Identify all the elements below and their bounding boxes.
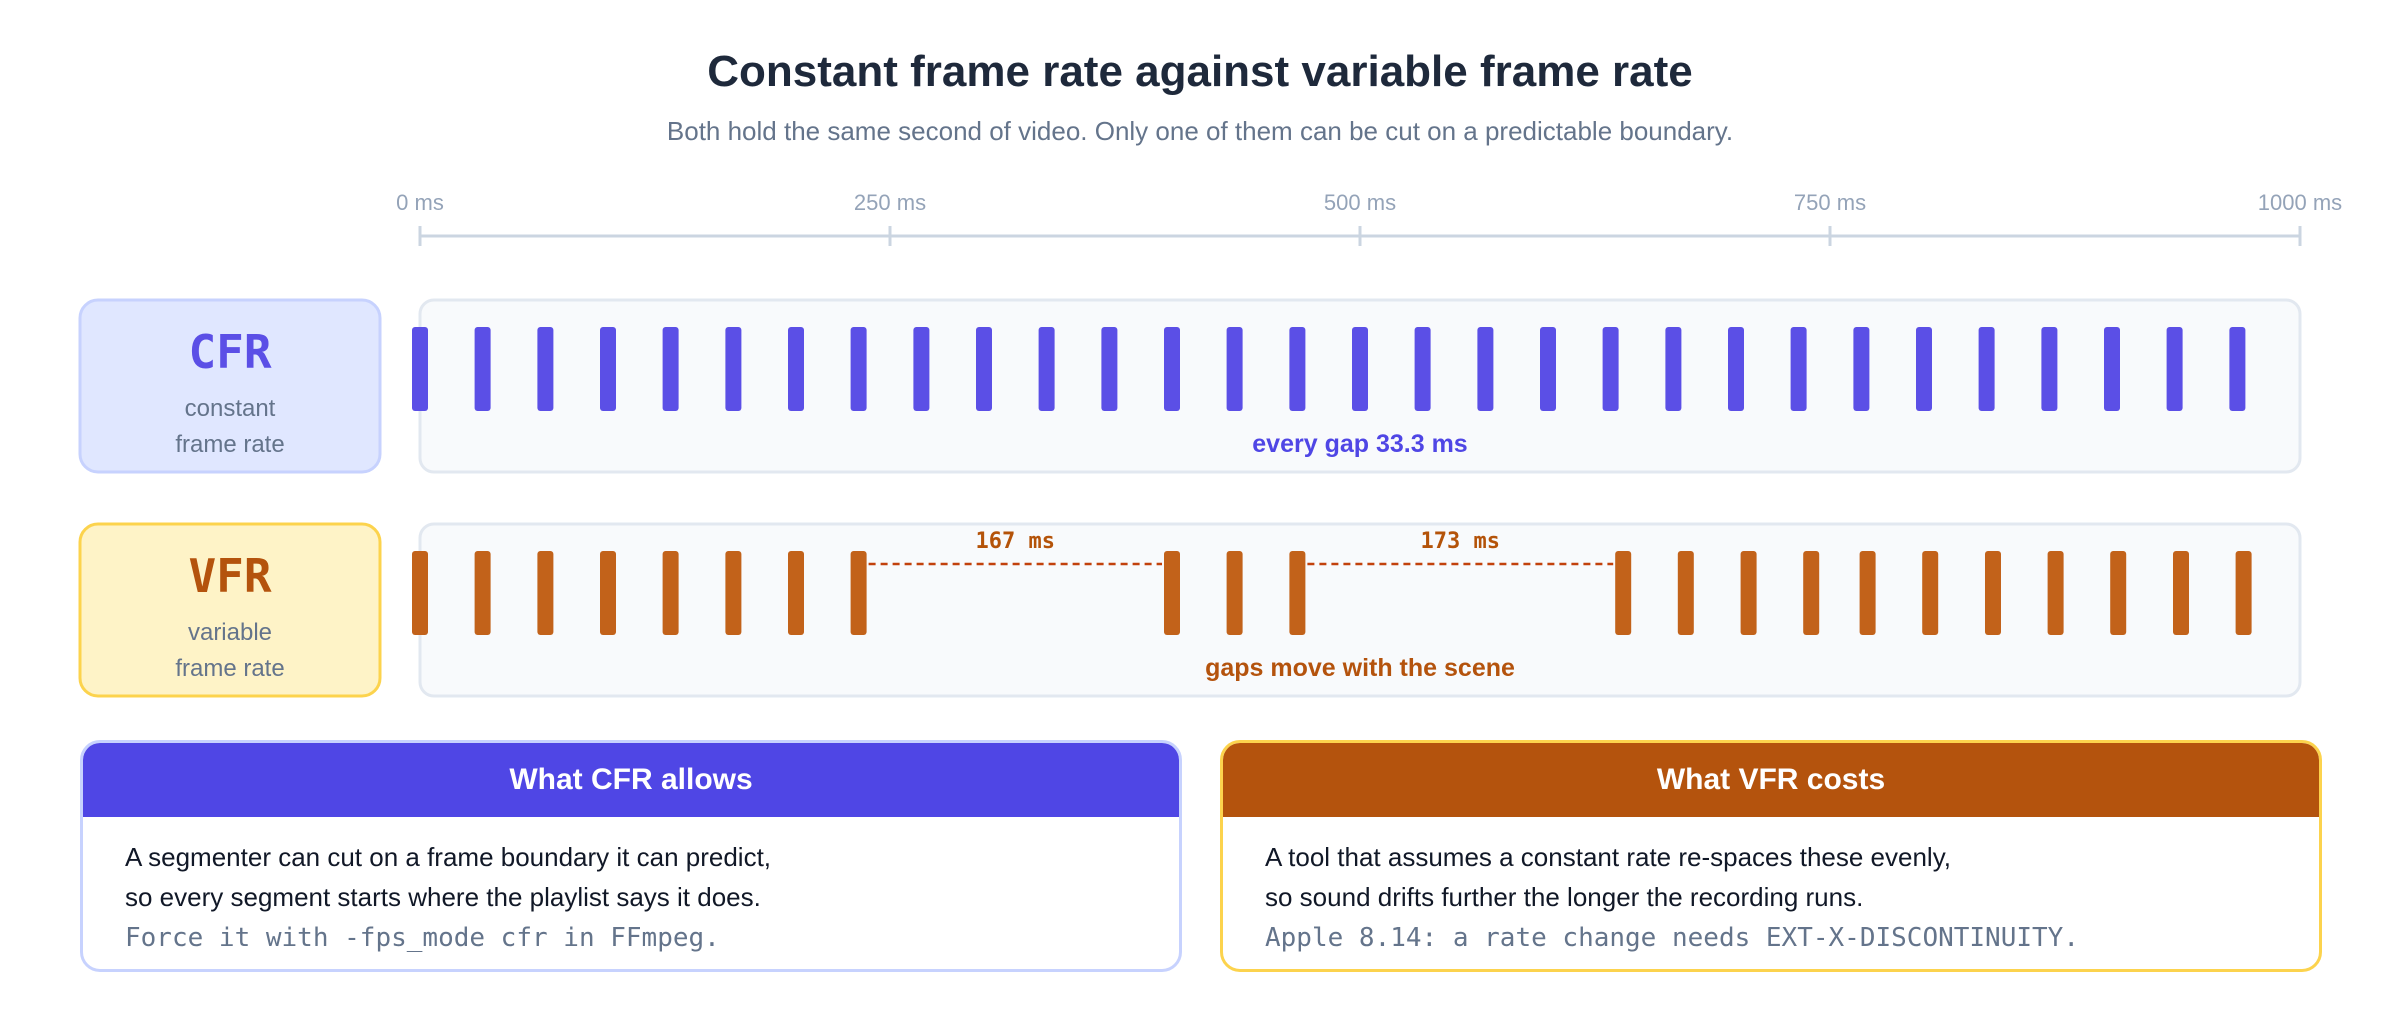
frame-bar [850,327,867,411]
frame-bar [1922,551,1939,635]
cfr-card-body: A segmenter can cut on a frame boundary … [83,817,1179,959]
vfr-caption: gaps move with the scene [1205,654,1515,682]
frame-bar [1540,327,1556,411]
frame-bar [1038,327,1055,411]
frame-bar [474,327,491,411]
frame-bar [1164,551,1180,635]
cfr-desc-line1: constant [185,395,276,422]
cfr-card: What CFR allows A segmenter can cut on a… [80,740,1182,972]
cfr-card-line2: so every segment starts where the playli… [125,882,761,912]
frame-bar [1728,327,1744,411]
vfr-frames [412,551,2252,635]
frame-bar [913,327,930,411]
frame-bar [537,327,554,411]
frame-bar [1226,551,1243,635]
frame-bar [1615,551,1632,635]
frame-bar [600,551,616,635]
vfr-card-body: A tool that assumes a constant rate re-s… [1223,817,2319,959]
vfr-gaps: 167 ms 173 ms [868,529,1614,566]
frame-bar [788,327,804,411]
frame-bar [1790,327,1807,411]
frame-bar [725,327,742,411]
frame-bar [2104,327,2120,411]
frame-bar [1853,327,1870,411]
page-subtitle: Both hold the same second of video. Only… [667,116,1733,146]
cfr-label-box [78,298,382,474]
vfr-card-line2: so sound drifts further the longer the r… [1265,882,1864,912]
cfr-row: CFR constant frame rate every gap 33.3 m… [78,298,2302,474]
vfr-card-title: What VFR costs [1223,743,2319,817]
cfr-frames [412,327,2246,411]
gap-label: 173 ms [1421,529,1500,554]
frame-bar [1665,327,1682,411]
vfr-row: VFR variable frame rate 167 ms 173 ms gap… [78,522,2302,698]
frame-bar [2166,327,2183,411]
frame-bar [850,551,867,635]
cfr-card-title: What CFR allows [83,743,1179,817]
gap-label: 167 ms [976,529,1055,554]
page-title: Constant frame rate against variable fra… [707,47,1693,96]
vfr-desc-line1: variable [188,619,272,646]
frame-bar [474,551,491,635]
frame-bar [2110,551,2127,635]
frame-bar [1978,327,1995,411]
frame-bar [1984,551,2001,635]
time-axis: 0 ms 250 ms 500 ms 750 ms 1000 ms [396,190,2342,246]
frame-bar [1677,551,1694,635]
frame-bar [1740,551,1757,635]
axis-tick-label: 500 ms [1324,190,1396,215]
frame-bar [1477,327,1494,411]
vfr-label-box [78,522,382,698]
frame-bar [1352,327,1368,411]
frame-bar [2172,551,2189,635]
frame-bar [412,551,428,635]
frame-bar [2229,327,2246,411]
axis-tick-label: 250 ms [854,190,926,215]
frame-bar [2041,327,2058,411]
frame-bar [1101,327,1118,411]
frame-bar [1289,327,1306,411]
frame-bar [412,327,428,411]
cfr-card-code: Force it with -fps_mode cfr in FFmpeg. [125,923,720,953]
axis-tick-label: 0 ms [396,190,444,215]
cfr-card-line1: A segmenter can cut on a frame boundary … [125,842,772,872]
frame-bar [1289,551,1306,635]
frame-bar [1916,327,1932,411]
frame-bar [1602,327,1619,411]
vfr-card-code: Apple 8.14: a rate change needs EXT-X-DI… [1265,923,2079,953]
frame-bar [600,327,616,411]
vfr-desc-line2: frame rate [175,655,284,682]
axis-tick-label: 750 ms [1794,190,1866,215]
frame-bar [1859,551,1876,635]
cfr-desc-line2: frame rate [175,431,284,458]
vfr-abbr: VFR [188,549,271,603]
vfr-card-line1: A tool that assumes a constant rate re-s… [1265,842,1952,872]
frame-bar [2047,551,2064,635]
frame-bar [1414,327,1431,411]
frame-bar [662,551,679,635]
frame-bar [1226,327,1243,411]
vfr-card: What VFR costs A tool that assumes a con… [1220,740,2322,972]
frame-bar [976,327,992,411]
frame-bar [662,327,679,411]
frame-bar [537,551,554,635]
frame-bar [1164,327,1180,411]
frame-bar [788,551,804,635]
frame-bar [725,551,742,635]
frame-bar [2235,551,2252,635]
cfr-caption: every gap 33.3 ms [1252,430,1467,458]
cfr-abbr: CFR [188,325,271,379]
axis-tick-label: 1000 ms [2258,190,2342,215]
frame-bar [1803,551,1820,635]
